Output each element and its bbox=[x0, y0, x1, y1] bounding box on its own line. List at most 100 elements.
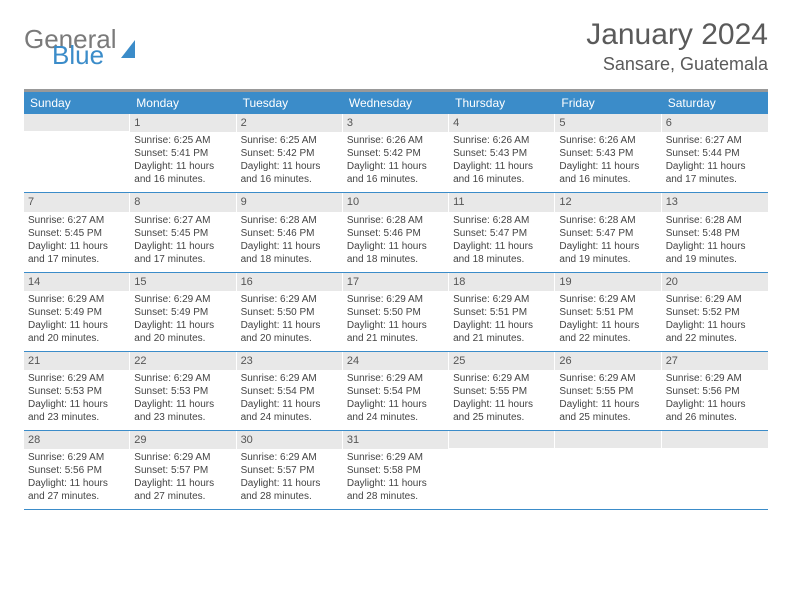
sunset-text: Sunset: 5:44 PM bbox=[666, 147, 764, 160]
day-cell: 10Sunrise: 6:28 AMSunset: 5:46 PMDayligh… bbox=[343, 193, 449, 271]
day-number bbox=[555, 431, 661, 448]
week-row: 1Sunrise: 6:25 AMSunset: 5:41 PMDaylight… bbox=[24, 114, 768, 193]
day-cell: 19Sunrise: 6:29 AMSunset: 5:51 PMDayligh… bbox=[555, 273, 661, 351]
day-body: Sunrise: 6:29 AMSunset: 5:55 PMDaylight:… bbox=[449, 370, 555, 430]
sunrise-text: Sunrise: 6:29 AM bbox=[241, 451, 339, 464]
sunset-text: Sunset: 5:45 PM bbox=[134, 227, 232, 240]
day-cell: 4Sunrise: 6:26 AMSunset: 5:43 PMDaylight… bbox=[449, 114, 555, 192]
day-number: 18 bbox=[449, 273, 555, 291]
sunrise-text: Sunrise: 6:29 AM bbox=[559, 293, 657, 306]
day-cell: 11Sunrise: 6:28 AMSunset: 5:47 PMDayligh… bbox=[449, 193, 555, 271]
day-number: 21 bbox=[24, 352, 130, 370]
day-number: 27 bbox=[662, 352, 768, 370]
week-row: 21Sunrise: 6:29 AMSunset: 5:53 PMDayligh… bbox=[24, 352, 768, 431]
sunrise-text: Sunrise: 6:26 AM bbox=[347, 134, 445, 147]
daylight1-text: Daylight: 11 hours bbox=[453, 160, 551, 173]
day-cell: 12Sunrise: 6:28 AMSunset: 5:47 PMDayligh… bbox=[555, 193, 661, 271]
sunset-text: Sunset: 5:56 PM bbox=[666, 385, 764, 398]
sunrise-text: Sunrise: 6:28 AM bbox=[559, 214, 657, 227]
daylight2-text: and 28 minutes. bbox=[347, 490, 445, 503]
daylight1-text: Daylight: 11 hours bbox=[28, 477, 126, 490]
sunrise-text: Sunrise: 6:29 AM bbox=[28, 372, 126, 385]
location-label: Sansare, Guatemala bbox=[586, 54, 768, 75]
day-cell: 16Sunrise: 6:29 AMSunset: 5:50 PMDayligh… bbox=[237, 273, 343, 351]
daylight1-text: Daylight: 11 hours bbox=[134, 160, 232, 173]
day-cell: 20Sunrise: 6:29 AMSunset: 5:52 PMDayligh… bbox=[662, 273, 768, 351]
daylight2-text: and 26 minutes. bbox=[666, 411, 764, 424]
sunrise-text: Sunrise: 6:28 AM bbox=[666, 214, 764, 227]
day-number: 20 bbox=[662, 273, 768, 291]
sunset-text: Sunset: 5:55 PM bbox=[559, 385, 657, 398]
sunset-text: Sunset: 5:58 PM bbox=[347, 464, 445, 477]
day-cell: 7Sunrise: 6:27 AMSunset: 5:45 PMDaylight… bbox=[24, 193, 130, 271]
daylight2-text: and 16 minutes. bbox=[134, 173, 232, 186]
day-number: 23 bbox=[237, 352, 343, 370]
sunset-text: Sunset: 5:50 PM bbox=[347, 306, 445, 319]
sunset-text: Sunset: 5:56 PM bbox=[28, 464, 126, 477]
day-cell: 13Sunrise: 6:28 AMSunset: 5:48 PMDayligh… bbox=[662, 193, 768, 271]
day-cell: 14Sunrise: 6:29 AMSunset: 5:49 PMDayligh… bbox=[24, 273, 130, 351]
day-body: Sunrise: 6:29 AMSunset: 5:50 PMDaylight:… bbox=[237, 291, 343, 351]
daylight2-text: and 25 minutes. bbox=[453, 411, 551, 424]
day-body: Sunrise: 6:28 AMSunset: 5:46 PMDaylight:… bbox=[343, 212, 449, 272]
day-cell: 21Sunrise: 6:29 AMSunset: 5:53 PMDayligh… bbox=[24, 352, 130, 430]
daylight1-text: Daylight: 11 hours bbox=[241, 398, 339, 411]
sunrise-text: Sunrise: 6:26 AM bbox=[453, 134, 551, 147]
daylight2-text: and 24 minutes. bbox=[347, 411, 445, 424]
day-number: 24 bbox=[343, 352, 449, 370]
sunset-text: Sunset: 5:42 PM bbox=[347, 147, 445, 160]
sunset-text: Sunset: 5:54 PM bbox=[347, 385, 445, 398]
day-number: 30 bbox=[237, 431, 343, 449]
day-number: 2 bbox=[237, 114, 343, 132]
sunset-text: Sunset: 5:55 PM bbox=[453, 385, 551, 398]
day-number: 4 bbox=[449, 114, 555, 132]
day-body: Sunrise: 6:29 AMSunset: 5:50 PMDaylight:… bbox=[343, 291, 449, 351]
day-number: 26 bbox=[555, 352, 661, 370]
daylight1-text: Daylight: 11 hours bbox=[241, 319, 339, 332]
daylight2-text: and 25 minutes. bbox=[559, 411, 657, 424]
daylight2-text: and 17 minutes. bbox=[666, 173, 764, 186]
page-header: General Blue January 2024 Sansare, Guate… bbox=[24, 18, 768, 75]
daylight2-text: and 19 minutes. bbox=[559, 253, 657, 266]
daylight1-text: Daylight: 11 hours bbox=[241, 477, 339, 490]
day-cell bbox=[662, 431, 768, 509]
sunrise-text: Sunrise: 6:29 AM bbox=[134, 451, 232, 464]
day-body: Sunrise: 6:27 AMSunset: 5:45 PMDaylight:… bbox=[130, 212, 236, 272]
sunrise-text: Sunrise: 6:29 AM bbox=[453, 372, 551, 385]
sunset-text: Sunset: 5:48 PM bbox=[666, 227, 764, 240]
day-number: 12 bbox=[555, 193, 661, 211]
daylight2-text: and 19 minutes. bbox=[666, 253, 764, 266]
day-body: Sunrise: 6:29 AMSunset: 5:54 PMDaylight:… bbox=[343, 370, 449, 430]
daylight1-text: Daylight: 11 hours bbox=[28, 240, 126, 253]
sunset-text: Sunset: 5:49 PM bbox=[134, 306, 232, 319]
week-row: 14Sunrise: 6:29 AMSunset: 5:49 PMDayligh… bbox=[24, 273, 768, 352]
sunrise-text: Sunrise: 6:28 AM bbox=[453, 214, 551, 227]
sunset-text: Sunset: 5:41 PM bbox=[134, 147, 232, 160]
sunrise-text: Sunrise: 6:29 AM bbox=[28, 451, 126, 464]
weekday-header: Tuesday bbox=[237, 92, 343, 114]
sunrise-text: Sunrise: 6:27 AM bbox=[134, 214, 232, 227]
day-number: 17 bbox=[343, 273, 449, 291]
day-number bbox=[662, 431, 768, 448]
sunrise-text: Sunrise: 6:29 AM bbox=[28, 293, 126, 306]
day-cell: 3Sunrise: 6:26 AMSunset: 5:42 PMDaylight… bbox=[343, 114, 449, 192]
daylight1-text: Daylight: 11 hours bbox=[559, 398, 657, 411]
daylight2-text: and 27 minutes. bbox=[28, 490, 126, 503]
daylight2-text: and 21 minutes. bbox=[453, 332, 551, 345]
sunrise-text: Sunrise: 6:29 AM bbox=[241, 372, 339, 385]
sunrise-text: Sunrise: 6:27 AM bbox=[666, 134, 764, 147]
daylight1-text: Daylight: 11 hours bbox=[347, 160, 445, 173]
sunset-text: Sunset: 5:57 PM bbox=[241, 464, 339, 477]
day-body: Sunrise: 6:29 AMSunset: 5:51 PMDaylight:… bbox=[449, 291, 555, 351]
day-number: 7 bbox=[24, 193, 130, 211]
daylight2-text: and 17 minutes. bbox=[134, 253, 232, 266]
day-body: Sunrise: 6:29 AMSunset: 5:53 PMDaylight:… bbox=[130, 370, 236, 430]
sunset-text: Sunset: 5:47 PM bbox=[559, 227, 657, 240]
weekday-header: Sunday bbox=[24, 92, 130, 114]
day-number: 22 bbox=[130, 352, 236, 370]
daylight2-text: and 18 minutes. bbox=[241, 253, 339, 266]
daylight2-text: and 20 minutes. bbox=[241, 332, 339, 345]
day-body: Sunrise: 6:27 AMSunset: 5:44 PMDaylight:… bbox=[662, 132, 768, 192]
day-cell: 6Sunrise: 6:27 AMSunset: 5:44 PMDaylight… bbox=[662, 114, 768, 192]
day-number: 25 bbox=[449, 352, 555, 370]
